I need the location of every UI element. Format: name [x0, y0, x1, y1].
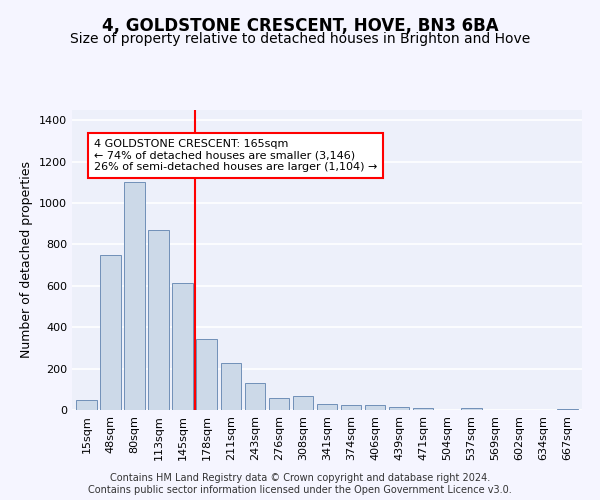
Bar	[461, 408, 482, 410]
Bar	[413, 408, 433, 410]
Text: Contains HM Land Registry data © Crown copyright and database right 2024.
Contai: Contains HM Land Registry data © Crown c…	[88, 474, 512, 495]
Bar	[196, 338, 217, 410]
Text: 4, GOLDSTONE CRESCENT, HOVE, BN3 6BA: 4, GOLDSTONE CRESCENT, HOVE, BN3 6BA	[101, 18, 499, 36]
Text: 4 GOLDSTONE CRESCENT: 165sqm
← 74% of detached houses are smaller (3,146)
26% of: 4 GOLDSTONE CRESCENT: 165sqm ← 74% of de…	[94, 139, 377, 172]
Bar	[221, 364, 241, 410]
Bar	[557, 409, 578, 410]
Bar	[365, 405, 385, 410]
Bar	[100, 255, 121, 410]
Bar	[317, 404, 337, 410]
Bar	[341, 405, 361, 410]
Bar	[172, 283, 193, 410]
Bar	[76, 400, 97, 410]
Bar	[124, 182, 145, 410]
Bar	[148, 230, 169, 410]
Bar	[269, 398, 289, 410]
Y-axis label: Number of detached properties: Number of detached properties	[20, 162, 34, 358]
Bar	[293, 396, 313, 410]
Bar	[245, 383, 265, 410]
Bar	[389, 407, 409, 410]
Text: Size of property relative to detached houses in Brighton and Hove: Size of property relative to detached ho…	[70, 32, 530, 46]
